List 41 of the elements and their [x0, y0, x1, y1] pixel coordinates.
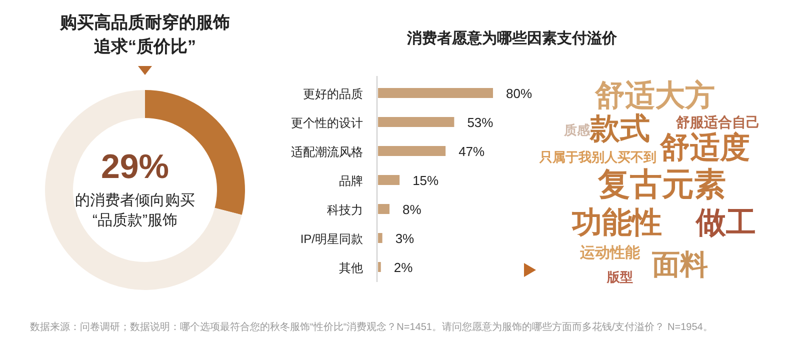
- text: 版型: [606, 270, 633, 285]
- bar: [378, 146, 446, 156]
- data-label: 47%: [458, 144, 486, 159]
- donut-slice: [45, 90, 242, 290]
- chart-title: 购买高品质耐穿的服饰: [59, 13, 230, 32]
- source-note: 数据来源：问卷调研；数据说明：哪个选项最符合您的秋冬服饰“性价比“消费观念？N=1451。请问您愿意为服饰的哪些方面而多花钱/支付溢价？ N=1954。: [30, 321, 713, 333]
- y-tick-label: 品牌: [339, 174, 363, 188]
- text: 功能性: [571, 206, 662, 240]
- chart-title: 消费者愿意为哪些因素支付溢价: [406, 30, 618, 47]
- y-tick-label: IP/明星同款: [300, 232, 363, 246]
- text: “品质款”服饰: [92, 212, 178, 229]
- text: 款式: [589, 112, 650, 146]
- text: 面料: [651, 248, 708, 280]
- text: 29%: [100, 148, 170, 186]
- data-label: 3%: [395, 231, 415, 246]
- data-label: 53%: [467, 115, 494, 130]
- y-tick-label: 适配潮流风格: [291, 145, 363, 159]
- text: 舒适度: [659, 130, 750, 164]
- bar: [378, 204, 390, 214]
- bar: [378, 117, 454, 127]
- text: 舒服适合自己: [675, 114, 760, 130]
- text: 运动性能: [579, 244, 641, 262]
- text: 复古元素: [597, 166, 726, 202]
- text: 做工: [695, 206, 756, 240]
- bar: [378, 88, 493, 98]
- chart-subtitle: 追求“质价比”: [93, 37, 196, 56]
- bar: [378, 175, 400, 185]
- y-tick-label: 更个性的设计: [291, 116, 363, 130]
- y-tick-label: 其他: [339, 261, 363, 275]
- text: 舒适大方: [594, 78, 715, 112]
- text: 质感: [563, 122, 591, 138]
- bar: [378, 262, 381, 272]
- data-label: 80%: [506, 86, 532, 101]
- text: 只属于我别人买不到: [538, 150, 656, 165]
- y-tick-label: 更好的品质: [303, 87, 363, 101]
- text: 的消费者倾向购买: [75, 192, 195, 209]
- y-tick-label: 科技力: [327, 203, 363, 217]
- data-label: 8%: [402, 202, 422, 217]
- bar: [378, 233, 382, 243]
- data-label: 2%: [394, 260, 414, 275]
- data-label: 15%: [412, 173, 440, 188]
